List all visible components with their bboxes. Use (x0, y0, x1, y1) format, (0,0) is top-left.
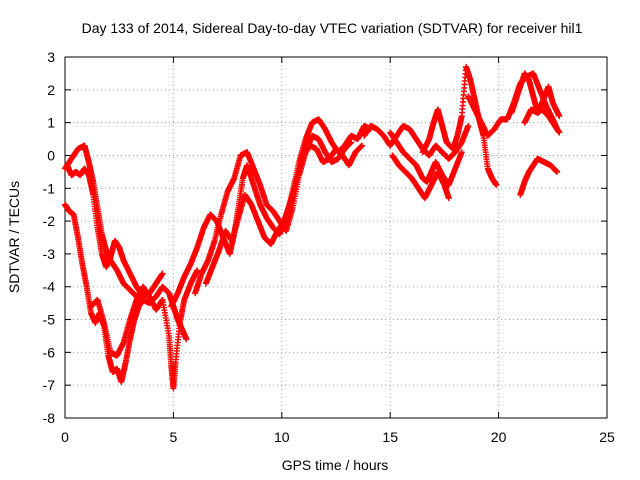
y-tick-label: -4 (43, 279, 56, 295)
x-tick-label: 20 (491, 429, 507, 445)
data-point (348, 139, 355, 146)
data-point (556, 113, 563, 120)
data-point (359, 142, 366, 149)
data-point (556, 129, 563, 136)
x-tick-label: 25 (599, 429, 615, 445)
axis-ticks: 0 5 10 15 20 25 -8 -7 -6 -5 -4 -3 -2 -1 0 1 2 3 (43, 49, 615, 445)
y-tick-label: -3 (43, 246, 56, 262)
x-axis-label: GPS time / hours (282, 457, 389, 473)
y-tick-label: 1 (47, 115, 55, 131)
series-track-7 (202, 142, 366, 287)
series-track-11 (419, 63, 500, 188)
y-tick-label: -7 (43, 377, 56, 393)
series-track-14 (521, 83, 563, 126)
series-track-13 (508, 70, 563, 136)
y-tick-label: -1 (43, 180, 56, 196)
y-tick-label: 2 (47, 82, 55, 98)
series-track-15 (517, 155, 561, 198)
chart-title: Day 133 of 2014, Sidereal Day-to-day VTE… (82, 20, 583, 36)
y-tick-label: 3 (47, 49, 55, 65)
data-point (194, 267, 201, 274)
data-point (493, 181, 500, 188)
x-tick-label: 10 (274, 429, 290, 445)
data-point (140, 296, 147, 303)
series-track-10 (389, 152, 452, 202)
y-tick-label: -5 (43, 312, 56, 328)
data-point (159, 270, 166, 277)
y-tick-label: -2 (43, 213, 56, 229)
x-tick-label: 0 (61, 429, 69, 445)
plot-frame (64, 56, 608, 419)
data-point (554, 168, 561, 175)
data-point (465, 122, 472, 129)
y-tick-label: -6 (43, 344, 56, 360)
series-track-6 (192, 132, 355, 297)
data-point (183, 336, 190, 343)
grid-lines (65, 57, 607, 418)
series-track-9 (387, 129, 465, 188)
x-tick-label: 15 (382, 429, 398, 445)
y-tick-label: -8 (43, 410, 56, 426)
data-points (62, 63, 563, 392)
y-tick-label: 0 (47, 147, 55, 163)
data-point (445, 195, 452, 202)
series-track-4 (88, 267, 201, 392)
y-axis-label: SDTVAR / TECUs (6, 181, 22, 293)
data-point (458, 149, 465, 156)
x-tick-label: 5 (170, 429, 178, 445)
